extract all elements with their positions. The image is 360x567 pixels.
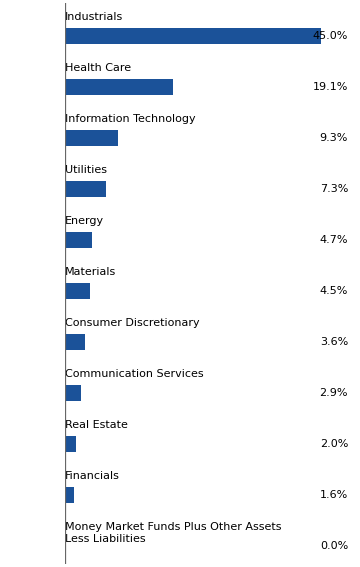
Bar [65, 232, 91, 248]
Bar [65, 283, 90, 299]
Text: Real Estate: Real Estate [65, 420, 128, 430]
Text: Utilities: Utilities [65, 165, 107, 175]
Text: Materials: Materials [65, 267, 116, 277]
Text: 19.1%: 19.1% [313, 82, 348, 92]
Text: 1.6%: 1.6% [320, 490, 348, 500]
Text: Information Technology: Information Technology [65, 114, 195, 124]
Bar [65, 334, 85, 350]
Bar [65, 487, 74, 503]
Text: 3.6%: 3.6% [320, 337, 348, 347]
Bar [65, 79, 174, 95]
Bar [65, 181, 106, 197]
Text: Energy: Energy [65, 216, 104, 226]
Text: Communication Services: Communication Services [65, 369, 203, 379]
Text: 4.7%: 4.7% [320, 235, 348, 245]
Text: Financials: Financials [65, 471, 120, 481]
Text: 4.5%: 4.5% [320, 286, 348, 296]
Bar [65, 385, 81, 401]
Text: Industrials: Industrials [65, 12, 123, 22]
Text: 2.0%: 2.0% [320, 439, 348, 449]
Text: 9.3%: 9.3% [320, 133, 348, 143]
Bar [65, 436, 76, 452]
Text: 2.9%: 2.9% [320, 388, 348, 398]
Text: 7.3%: 7.3% [320, 184, 348, 194]
Bar [65, 130, 118, 146]
Bar [65, 28, 321, 44]
Text: Consumer Discretionary: Consumer Discretionary [65, 318, 199, 328]
Text: Health Care: Health Care [65, 63, 131, 73]
Text: 0.0%: 0.0% [320, 541, 348, 551]
Text: Money Market Funds Plus Other Assets
Less Liabilities: Money Market Funds Plus Other Assets Les… [65, 522, 281, 544]
Text: 45.0%: 45.0% [313, 31, 348, 41]
